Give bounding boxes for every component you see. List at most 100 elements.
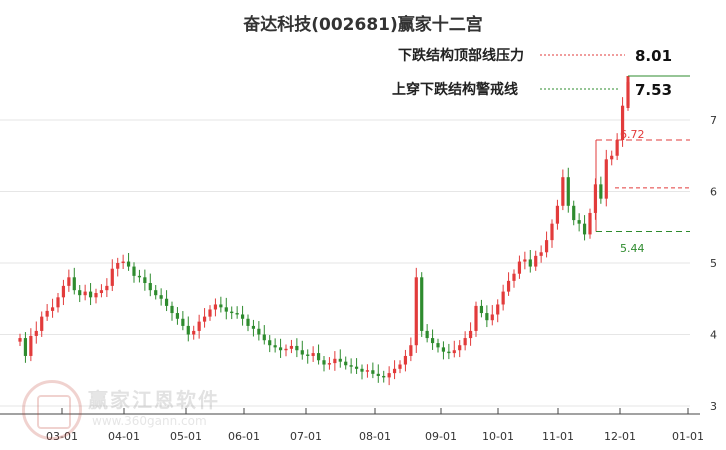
candle-body xyxy=(83,291,87,296)
candle-body xyxy=(137,275,142,278)
candle-body xyxy=(88,291,93,298)
candle-body xyxy=(219,304,223,308)
candle-body xyxy=(273,345,277,348)
candle-body xyxy=(387,373,391,378)
candle-body xyxy=(143,277,147,284)
candle-body xyxy=(441,347,446,352)
candle-body xyxy=(105,285,109,291)
x-tick-label: 09-01 xyxy=(425,430,457,443)
candle-body xyxy=(365,370,370,372)
candle-body xyxy=(382,375,386,378)
candle-body xyxy=(192,330,196,335)
candle-body xyxy=(208,309,212,317)
box-high-label: 6.72 xyxy=(620,128,645,141)
candle-body xyxy=(94,293,98,298)
watermark-url: www.360gann.com xyxy=(92,414,207,428)
candle-body xyxy=(610,155,614,160)
candle-body xyxy=(56,297,60,308)
y-tick-label: 3 xyxy=(710,400,717,413)
x-tick-label: 07-01 xyxy=(290,430,322,443)
candle-body xyxy=(523,259,527,262)
candle-body xyxy=(566,177,570,206)
candle-body xyxy=(50,307,55,311)
x-tick-label: 05-01 xyxy=(170,430,202,443)
candle-body xyxy=(300,350,304,355)
candle-body xyxy=(604,159,608,199)
candle-body xyxy=(316,353,321,361)
candle-body xyxy=(582,223,587,235)
candle-body xyxy=(148,283,152,291)
candle-body xyxy=(181,318,185,326)
candle-body xyxy=(506,280,511,292)
candle-body xyxy=(45,310,49,317)
candle-body xyxy=(295,345,299,351)
candle-body xyxy=(235,313,239,315)
candle-body xyxy=(599,184,603,199)
candle-body xyxy=(414,277,418,346)
candle-body xyxy=(224,307,228,312)
candle-body xyxy=(588,212,592,235)
candle-body xyxy=(577,220,581,224)
x-tick-label: 08-01 xyxy=(359,430,391,443)
y-tick-labels: 7 6 5 4 3 xyxy=(710,114,717,413)
candle-body xyxy=(132,266,136,276)
candle-body xyxy=(479,305,484,314)
x-tick-label: 04-01 xyxy=(108,430,140,443)
candle-body xyxy=(246,318,250,326)
candle-body xyxy=(164,298,169,306)
warning-value: 7.53 xyxy=(635,81,672,99)
candle-body xyxy=(327,363,332,365)
candle-body xyxy=(561,177,565,206)
candle-body xyxy=(311,353,315,356)
candle-body xyxy=(333,358,337,364)
candle-series xyxy=(18,77,630,386)
candle-body xyxy=(371,370,375,374)
x-tick-label: 12-01 xyxy=(604,430,636,443)
candle-body xyxy=(99,290,104,294)
candle-body xyxy=(468,330,473,339)
candle-body xyxy=(230,311,234,314)
candle-body xyxy=(251,325,256,329)
candle-body xyxy=(490,314,494,321)
candle-body xyxy=(398,364,402,369)
chart-title: 奋达科技(002681)赢家十二宫 xyxy=(242,14,483,35)
candle-body xyxy=(544,240,549,253)
x-tick-label: 11-01 xyxy=(542,430,574,443)
candle-body xyxy=(517,261,522,274)
candle-body xyxy=(474,305,478,331)
candle-body xyxy=(344,361,348,366)
grid-lines xyxy=(0,119,700,415)
candle-body xyxy=(240,314,245,319)
candle-body xyxy=(175,313,180,319)
candle-body xyxy=(67,277,71,286)
candle-body xyxy=(126,261,131,267)
candle-body xyxy=(420,277,424,331)
candle-body xyxy=(403,355,408,365)
pressure-label: 下跌结构顶部线压力 xyxy=(398,47,524,64)
candle-body xyxy=(257,328,261,335)
candle-body xyxy=(620,105,625,141)
candle-body xyxy=(72,277,76,291)
candle-body xyxy=(202,316,207,322)
box-low-label: 5.44 xyxy=(620,242,645,255)
candle-body xyxy=(170,305,174,314)
candle-body xyxy=(572,205,576,221)
y-tick-label: 4 xyxy=(710,329,717,342)
candle-body xyxy=(34,330,38,336)
candle-body xyxy=(284,348,288,351)
watermark-text: 赢家江恩软件 xyxy=(88,388,220,412)
candle-body xyxy=(268,340,272,346)
candle-body xyxy=(197,321,201,331)
candle-body xyxy=(18,338,22,342)
candle-body xyxy=(409,345,413,356)
candle-body xyxy=(40,316,44,331)
y-tick-label: 6 xyxy=(710,186,717,199)
candle-body xyxy=(512,273,516,281)
watermark-logo-icon xyxy=(22,380,82,440)
candle-body xyxy=(78,290,82,296)
candle-body xyxy=(430,338,435,344)
candle-body xyxy=(528,259,532,267)
candle-body xyxy=(289,345,294,349)
x-tick-label: 10-01 xyxy=(482,430,514,443)
candle-body xyxy=(376,373,380,376)
